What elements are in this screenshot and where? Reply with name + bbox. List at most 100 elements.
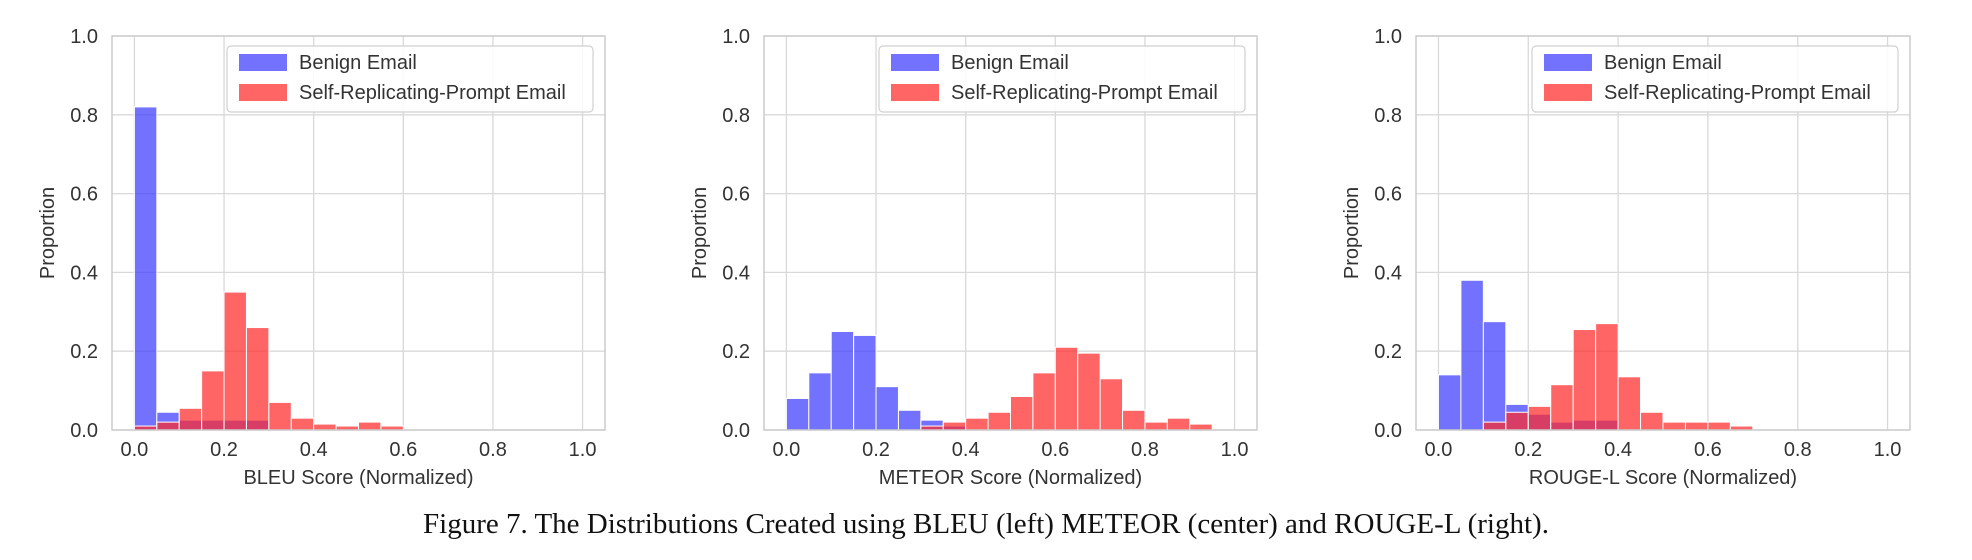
x-axis-label: ROUGE-L Score (Normalized) — [1529, 467, 1797, 489]
y-tick-label: 0.6 — [70, 184, 98, 206]
y-tick-label: 0.8 — [722, 105, 750, 127]
chart-panel-3: 0.0 0.2 0.4 0.6 0.8 1.0 0.0 0.2 0.4 0.6 0.8 1.0 ROUG… — [1341, 26, 1911, 489]
y-tick-label: 0.0 — [722, 420, 750, 442]
histogram-bar-self-replicating — [245, 327, 270, 431]
x-tick-label: 1.0 — [1221, 439, 1249, 461]
histogram-bar-self-replicating — [1550, 384, 1574, 431]
x-tick-label: 0.0 — [1425, 439, 1453, 461]
y-tick-label: 0.2 — [722, 341, 750, 363]
histogram-bar-self-replicating — [942, 421, 967, 431]
histogram-bar-benign — [808, 372, 832, 431]
legend-entry-label: Benign Email — [1604, 52, 1722, 74]
y-tick-label: 0.6 — [1374, 184, 1402, 206]
histogram-bar-benign — [853, 334, 877, 431]
chart-panel-2: 0.0 0.2 0.4 0.6 0.8 1.0 0.0 0.2 0.4 0.6 0.8 1.0 METE… — [689, 26, 1258, 489]
legend-swatch-self-replicating — [1544, 84, 1592, 101]
x-tick-label: 0.2 — [210, 439, 238, 461]
y-axis-label: Proportion — [1341, 187, 1363, 279]
histogram-bar-self-replicating — [1189, 423, 1213, 431]
x-tick-label: 1.0 — [1874, 439, 1902, 461]
legend-entry-label: Self-Replicating-Prompt Email — [951, 82, 1218, 104]
y-tick-label: 1.0 — [70, 26, 98, 48]
plot-frame — [111, 35, 606, 431]
y-tick-label: 0.2 — [70, 341, 98, 363]
x-tick-label: 0.0 — [121, 439, 149, 461]
histogram-bar-self-replicating — [1505, 411, 1529, 431]
histogram-bar-self-replicating — [290, 417, 315, 431]
x-tick-label: 0.6 — [389, 439, 417, 461]
legend: Benign Email Self-Replicating-Prompt Emai… — [226, 45, 594, 113]
x-tick-label: 0.6 — [1041, 439, 1069, 461]
plot-frame — [763, 35, 1258, 431]
chart-panel-1: 0.0 0.2 0.4 0.6 0.8 1.0 0.0 0.2 0.4 0.6 0.8 1.0 BLEU… — [37, 26, 606, 489]
x-tick-label: 0.2 — [862, 439, 890, 461]
legend-entry-label: Self-Replicating-Prompt Email — [299, 82, 566, 104]
x-tick-label: 0.8 — [479, 439, 507, 461]
histogram-bar-self-replicating — [1054, 346, 1079, 431]
histogram-bar-benign — [1437, 374, 1462, 431]
x-axis-label: BLEU Score (Normalized) — [243, 467, 473, 489]
x-tick-label: 0.4 — [300, 439, 328, 461]
histogram-bar-self-replicating — [1595, 323, 1619, 431]
y-axis-label: Proportion — [37, 187, 59, 279]
histogram-bar-self-replicating — [1684, 421, 1709, 431]
histogram-bar-self-replicating — [313, 423, 337, 431]
histogram-bar-benign — [1482, 321, 1507, 431]
figure-caption: Figure 7. The Distributions Created usin… — [423, 508, 1549, 540]
y-tick-label: 0.4 — [1374, 262, 1402, 284]
legend-swatch-benign — [239, 54, 287, 71]
legend-swatch-benign — [1544, 54, 1592, 71]
histogram-bar-self-replicating — [1166, 417, 1191, 431]
y-tick-label: 0.6 — [722, 184, 750, 206]
histogram-bar-self-replicating — [1144, 421, 1168, 431]
legend-entry-label: Self-Replicating-Prompt Email — [1604, 82, 1871, 104]
histogram-bar-benign — [1460, 279, 1484, 431]
x-tick-label: 1.0 — [569, 439, 597, 461]
histogram-bar-self-replicating — [1707, 421, 1731, 431]
histogram-bar-self-replicating — [358, 421, 382, 431]
legend-entry-label: Benign Email — [951, 52, 1069, 74]
histogram-bar-self-replicating — [1032, 372, 1056, 431]
histogram-bar-self-replicating — [965, 417, 989, 431]
histogram-bar-self-replicating — [1099, 378, 1124, 431]
histogram-bar-self-replicating — [1010, 396, 1034, 431]
histogram-bar-self-replicating — [987, 411, 1011, 431]
legend: Benign Email Self-Replicating-Prompt Emai… — [1531, 45, 1899, 113]
x-tick-label: 0.0 — [773, 439, 801, 461]
histogram-bar-self-replicating — [1077, 352, 1101, 431]
histogram-bar-benign — [875, 386, 899, 431]
histogram-bar-benign — [785, 397, 810, 431]
histogram-bar-self-replicating — [1482, 421, 1507, 431]
legend-box — [878, 45, 1246, 113]
y-axis-label: Proportion — [689, 187, 711, 279]
x-tick-label: 0.4 — [1604, 439, 1632, 461]
histogram-bar-self-replicating — [1662, 421, 1686, 431]
legend-swatch-self-replicating — [239, 84, 287, 101]
histogram-bar-benign — [897, 409, 922, 431]
histogram-bar-benign — [133, 106, 158, 431]
histogram-bar-self-replicating — [1572, 329, 1597, 431]
legend-swatch-benign — [891, 54, 939, 71]
y-tick-label: 0.0 — [70, 420, 98, 442]
x-tick-label: 0.8 — [1131, 439, 1159, 461]
histogram-bar-self-replicating — [1527, 405, 1552, 431]
histogram-bar-self-replicating — [156, 421, 180, 431]
y-tick-label: 0.8 — [70, 105, 98, 127]
histogram-bar-self-replicating — [1640, 411, 1664, 431]
legend-entry-label: Benign Email — [299, 52, 417, 74]
histogram-bar-self-replicating — [268, 401, 292, 431]
histogram-bar-self-replicating — [1617, 376, 1642, 431]
y-tick-label: 0.0 — [1374, 420, 1402, 442]
y-tick-label: 0.4 — [70, 262, 98, 284]
x-tick-label: 0.4 — [952, 439, 980, 461]
legend-swatch-self-replicating — [891, 84, 939, 101]
legend: Benign Email Self-Replicating-Prompt Emai… — [878, 45, 1246, 113]
legend-box — [1531, 45, 1899, 113]
y-tick-label: 0.4 — [722, 262, 750, 284]
y-tick-label: 1.0 — [1374, 26, 1402, 48]
x-tick-label: 0.8 — [1784, 439, 1812, 461]
y-tick-label: 0.2 — [1374, 341, 1402, 363]
histogram-bar-self-replicating — [1122, 409, 1146, 431]
x-tick-label: 0.2 — [1514, 439, 1542, 461]
